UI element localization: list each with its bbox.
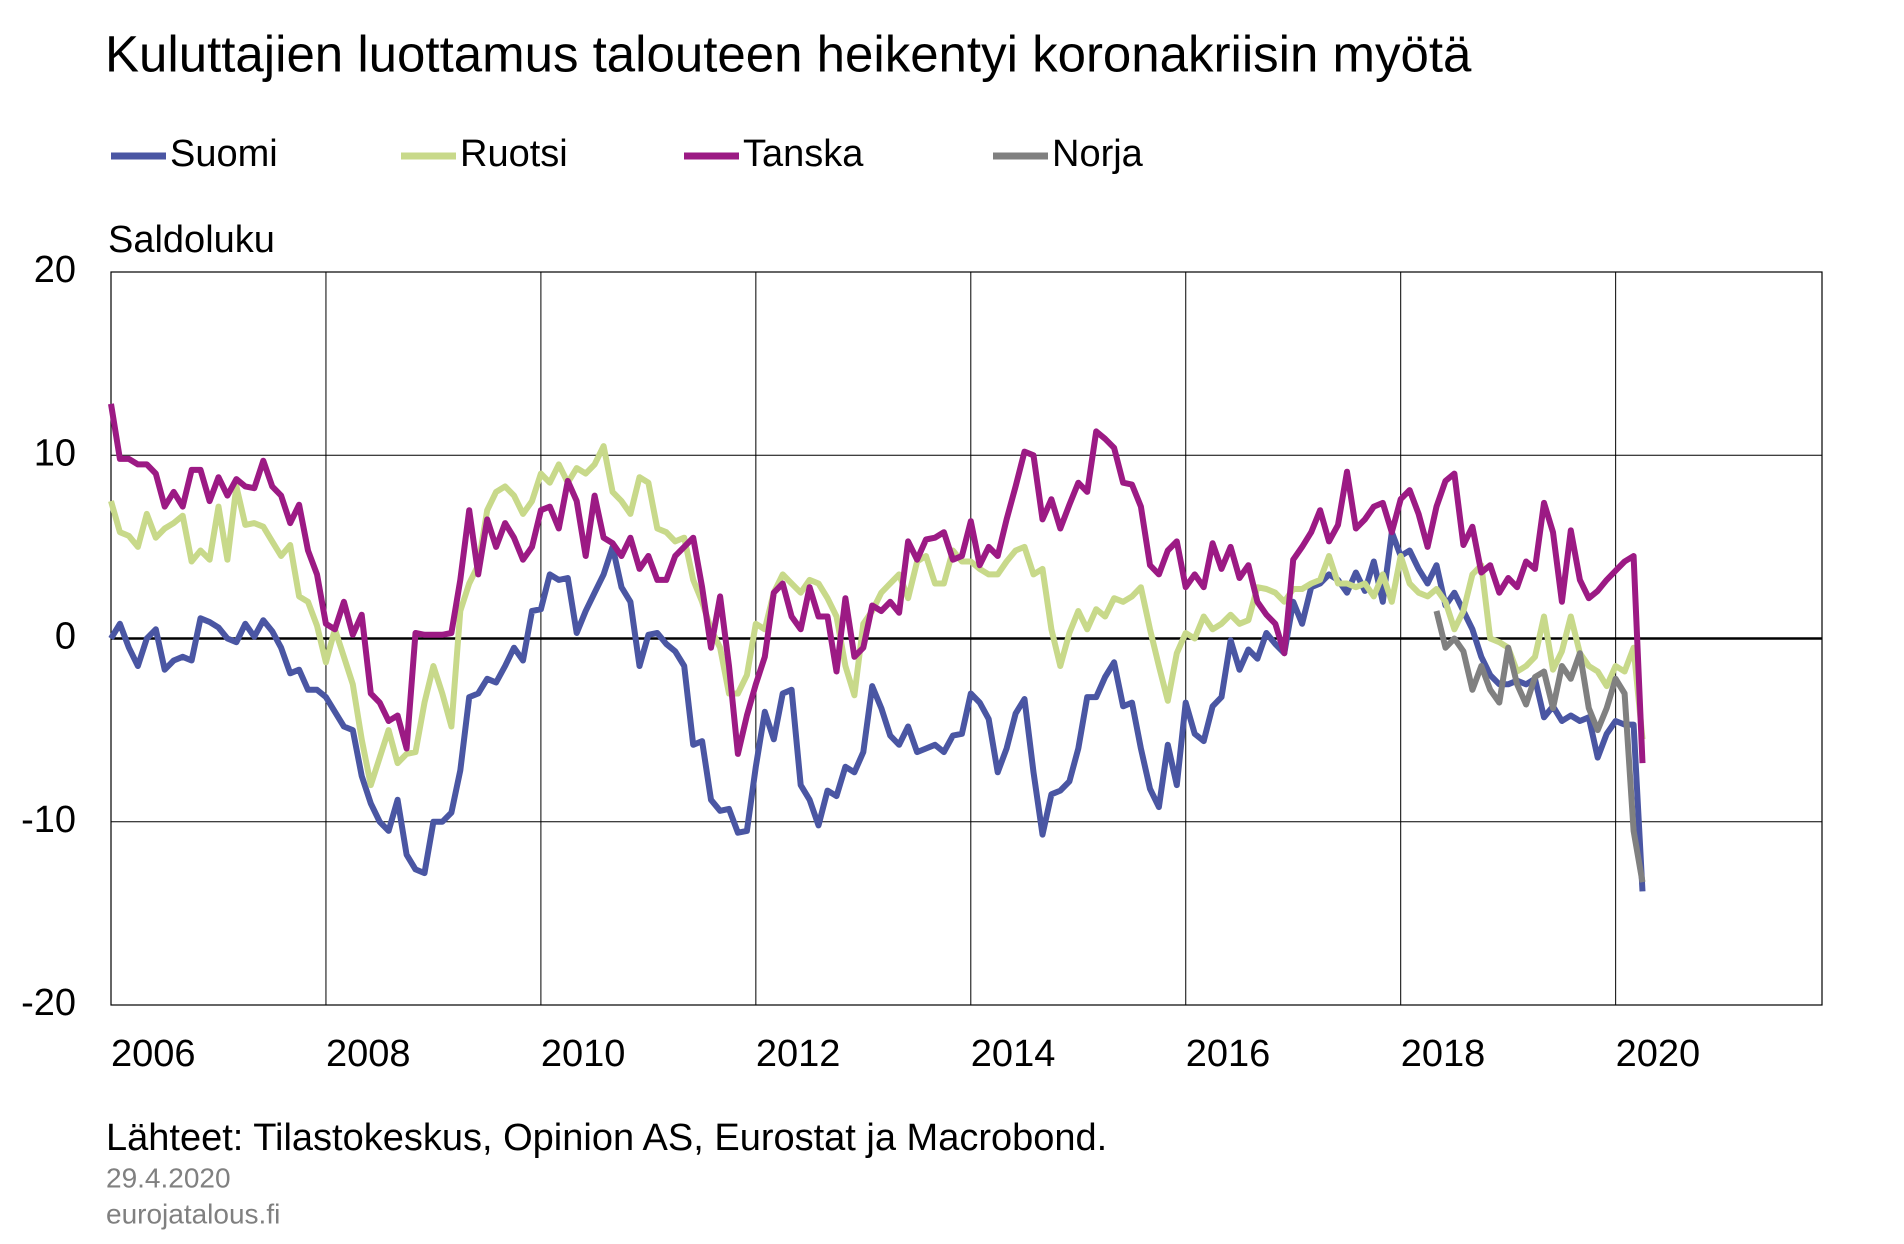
x-tick-label: 2006: [111, 1033, 196, 1075]
series-line: [108, 403, 1646, 764]
series-line: [108, 529, 1646, 892]
legend-label: Norja: [1052, 133, 1144, 175]
legend-label: Tanska: [743, 133, 864, 175]
x-tick-label: 2010: [541, 1033, 626, 1075]
x-tick-label: 2020: [1616, 1033, 1701, 1075]
y-axis-label: Saldoluku: [108, 219, 275, 261]
x-tick-label: 2016: [1186, 1033, 1271, 1075]
y-tick-label: -10: [21, 799, 76, 841]
chart-title: Kuluttajien luottamus talouteen heikenty…: [105, 25, 1472, 82]
y-tick-label: 10: [34, 432, 76, 474]
series-line: [1433, 610, 1646, 883]
y-tick-label: -20: [21, 982, 76, 1024]
x-tick-label: 2012: [756, 1033, 841, 1075]
date: 29.4.2020: [106, 1162, 231, 1193]
website: eurojatalous.fi: [106, 1198, 280, 1229]
x-tick-label: 2008: [326, 1033, 411, 1075]
x-tick-label: 2014: [971, 1033, 1056, 1075]
legend-label: Ruotsi: [460, 133, 568, 175]
source: Lähteet: Tilastokeskus, Opinion AS, Euro…: [106, 1117, 1107, 1159]
x-tick-label: 2018: [1401, 1033, 1486, 1075]
legend-label: Suomi: [170, 133, 278, 175]
y-tick-label: 0: [55, 616, 76, 658]
y-tick-label: 20: [34, 249, 76, 291]
series-line: [108, 443, 1646, 789]
